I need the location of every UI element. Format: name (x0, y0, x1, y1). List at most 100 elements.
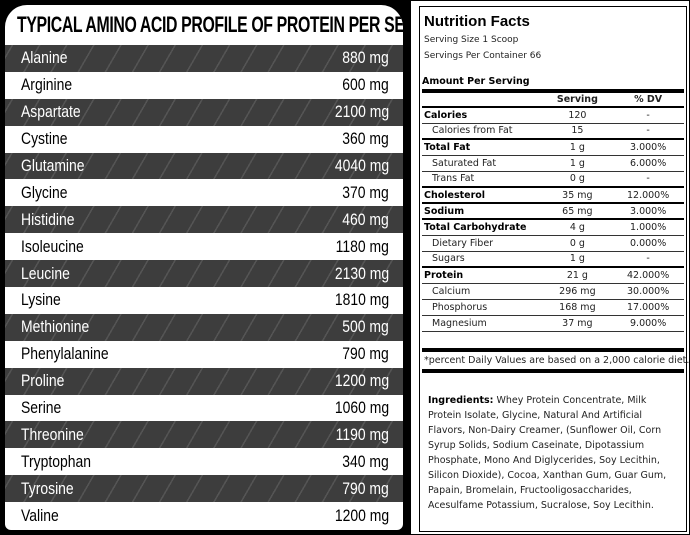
nutrition-facts-panel: Nutrition Facts Serving Size 1 Scoop Ser… (410, 0, 690, 535)
nutrient-name: Dietary Fiber (422, 235, 543, 252)
nutrient-name: Total Fat (422, 139, 543, 156)
amino-name: Serine (21, 398, 62, 418)
amino-row: Valine 1200 mg (5, 502, 403, 529)
amino-name: Lysine (21, 290, 61, 310)
nutrient-dv: 30.000% (612, 283, 684, 300)
nutrient-serving: 1 g (542, 139, 613, 156)
amino-acid-profile-panel: TYPICAL AMINO ACID PROFILE OF PROTEIN PE… (5, 5, 403, 530)
amino-row: Cystine 360 mg (5, 126, 403, 153)
amino-row: Threonine 1190 mg (5, 421, 403, 449)
nutrient-name: Trans Fat (422, 171, 543, 188)
nutrient-name: Protein (422, 267, 543, 284)
nutrient-name: Cholesterol (422, 187, 543, 204)
amino-amount: 340 mg (342, 451, 389, 471)
amino-row: Aspartate 2100 mg (5, 98, 403, 126)
amino-name: Aspartate (21, 102, 81, 122)
nutrient-serving: 4 g (542, 219, 613, 236)
amino-name: Proline (21, 371, 65, 391)
amount-per-serving: Amount Per Serving (422, 76, 530, 87)
nutrient-row: Phosphorus 168 mg 17.000% (422, 299, 684, 316)
nutrient-name: Magnesium (422, 315, 543, 332)
amino-title: TYPICAL AMINO ACID PROFILE OF PROTEIN PE… (17, 12, 403, 37)
amino-amount: 1810 mg (334, 290, 389, 310)
amino-row: Lysine 1810 mg (5, 287, 403, 314)
nutrient-row: Saturated Fat 1 g 6.000% (422, 155, 684, 172)
amino-amount: 4040 mg (334, 156, 389, 175)
nutrient-row: Cholesterol 35 mg 12.000% (422, 187, 684, 204)
amino-amount: 1190 mg (335, 424, 389, 444)
nutrient-serving: 296 mg (542, 283, 613, 300)
amino-name: Phenylalanine (21, 344, 109, 364)
header-dv: % DV (612, 91, 684, 108)
nutrition-title: Nutrition Facts (424, 13, 530, 30)
header-serving: Serving (542, 91, 613, 108)
nutrient-name: Calories (422, 107, 543, 124)
nutrient-name: Calories from Fat (422, 123, 543, 140)
amino-name: Threonine (21, 424, 84, 444)
amino-amount: 1200 mg (334, 371, 389, 391)
nutrient-dv: 6.000% (612, 155, 684, 172)
amino-name: Valine (21, 505, 59, 525)
nutrient-serving: 65 mg (542, 203, 613, 220)
amino-row: Methionine 500 mg (5, 313, 403, 341)
nutrition-facts-box: Nutrition Facts Serving Size 1 Scoop Ser… (419, 6, 689, 532)
amino-row: Leucine 2130 mg (5, 260, 403, 288)
ingredients: Ingredients: Whey Protein Concentrate, M… (428, 393, 678, 513)
amino-row: Serine 1060 mg (5, 395, 403, 422)
amino-rows: Alanine 880 mg Arginine 600 mg Aspartate 2100… (5, 45, 403, 529)
nutrient-dv: 0.000% (612, 235, 684, 252)
amino-name: Methionine (21, 317, 90, 337)
nutrient-dv: - (612, 107, 684, 124)
amino-row: Histidine 460 mg (5, 206, 403, 234)
nutrient-dv: 17.000% (612, 299, 684, 316)
nutrient-dv: - (612, 171, 684, 188)
nutrient-row: Protein 21 g 42.000% (422, 267, 684, 284)
nutrient-row: Trans Fat 0 g- (422, 171, 684, 188)
nutrient-serving: 0 g (542, 235, 613, 252)
nutrient-row: Total Fat 1 g 3.000% (422, 139, 684, 156)
amino-name: Tyrosine (21, 478, 74, 498)
amino-row: Alanine 880 mg (5, 45, 403, 72)
nutrient-serving: 1 g (542, 251, 613, 268)
nutrient-row: Magnesium 37 mg 9.000% (422, 315, 684, 332)
amino-amount: 360 mg (342, 129, 389, 149)
amino-amount: 370 mg (342, 182, 389, 202)
amino-amount: 2100 mg (334, 102, 389, 122)
nutrient-dv: 42.000% (612, 267, 684, 284)
amino-name: Isoleucine (21, 236, 84, 256)
amino-name: Leucine (21, 263, 70, 283)
nutrient-name: Sugars (422, 251, 543, 268)
nutrient-serving: 1 g (542, 155, 613, 172)
amino-amount: 880 mg (342, 48, 389, 68)
nutrient-row: Sugars 1 g- (422, 251, 684, 268)
nutrition-table: Serving % DV Calories 120- Calories from F… (422, 89, 684, 332)
nutrient-row: Calories 120- (422, 107, 684, 124)
amino-amount: 500 mg (342, 317, 389, 337)
amino-name: Glutamine (21, 156, 85, 175)
amino-amount: 790 mg (342, 478, 389, 498)
nutrient-row: Dietary Fiber 0 g 0.000% (422, 235, 684, 252)
nutrient-name: Phosphorus (422, 299, 543, 316)
amino-amount: 1200 mg (334, 505, 389, 525)
nutrient-dv: 3.000% (612, 203, 684, 220)
amino-name: Histidine (21, 209, 75, 229)
amino-name: Glycine (21, 182, 68, 202)
amino-amount: 1060 mg (334, 398, 389, 418)
nutrient-serving: 37 mg (542, 315, 613, 332)
nutrient-row: Total Carbohydrate 4 g 1.000% (422, 219, 684, 236)
nutrient-serving: 120 (542, 107, 613, 124)
nutrient-serving: 0 g (542, 171, 613, 188)
nutrient-row: Sodium 65 mg 3.000% (422, 203, 684, 220)
amino-row: Tryptophan 340 mg (5, 448, 403, 475)
footnote: *percent Daily Values are based on a 2,0… (422, 347, 689, 373)
amino-name: Alanine (21, 48, 68, 68)
amino-name: Arginine (21, 75, 73, 95)
ingredients-label: Ingredients: (428, 394, 494, 406)
amino-row: Tyrosine 790 mg (5, 475, 403, 503)
amino-amount: 600 mg (342, 75, 389, 95)
nutrient-dv: 1.000% (612, 219, 684, 236)
nutrient-name: Saturated Fat (422, 155, 543, 172)
nutrient-serving: 21 g (542, 267, 613, 284)
amino-row: Isoleucine 1180 mg (5, 233, 403, 260)
nutrient-name: Total Carbohydrate (422, 219, 543, 236)
